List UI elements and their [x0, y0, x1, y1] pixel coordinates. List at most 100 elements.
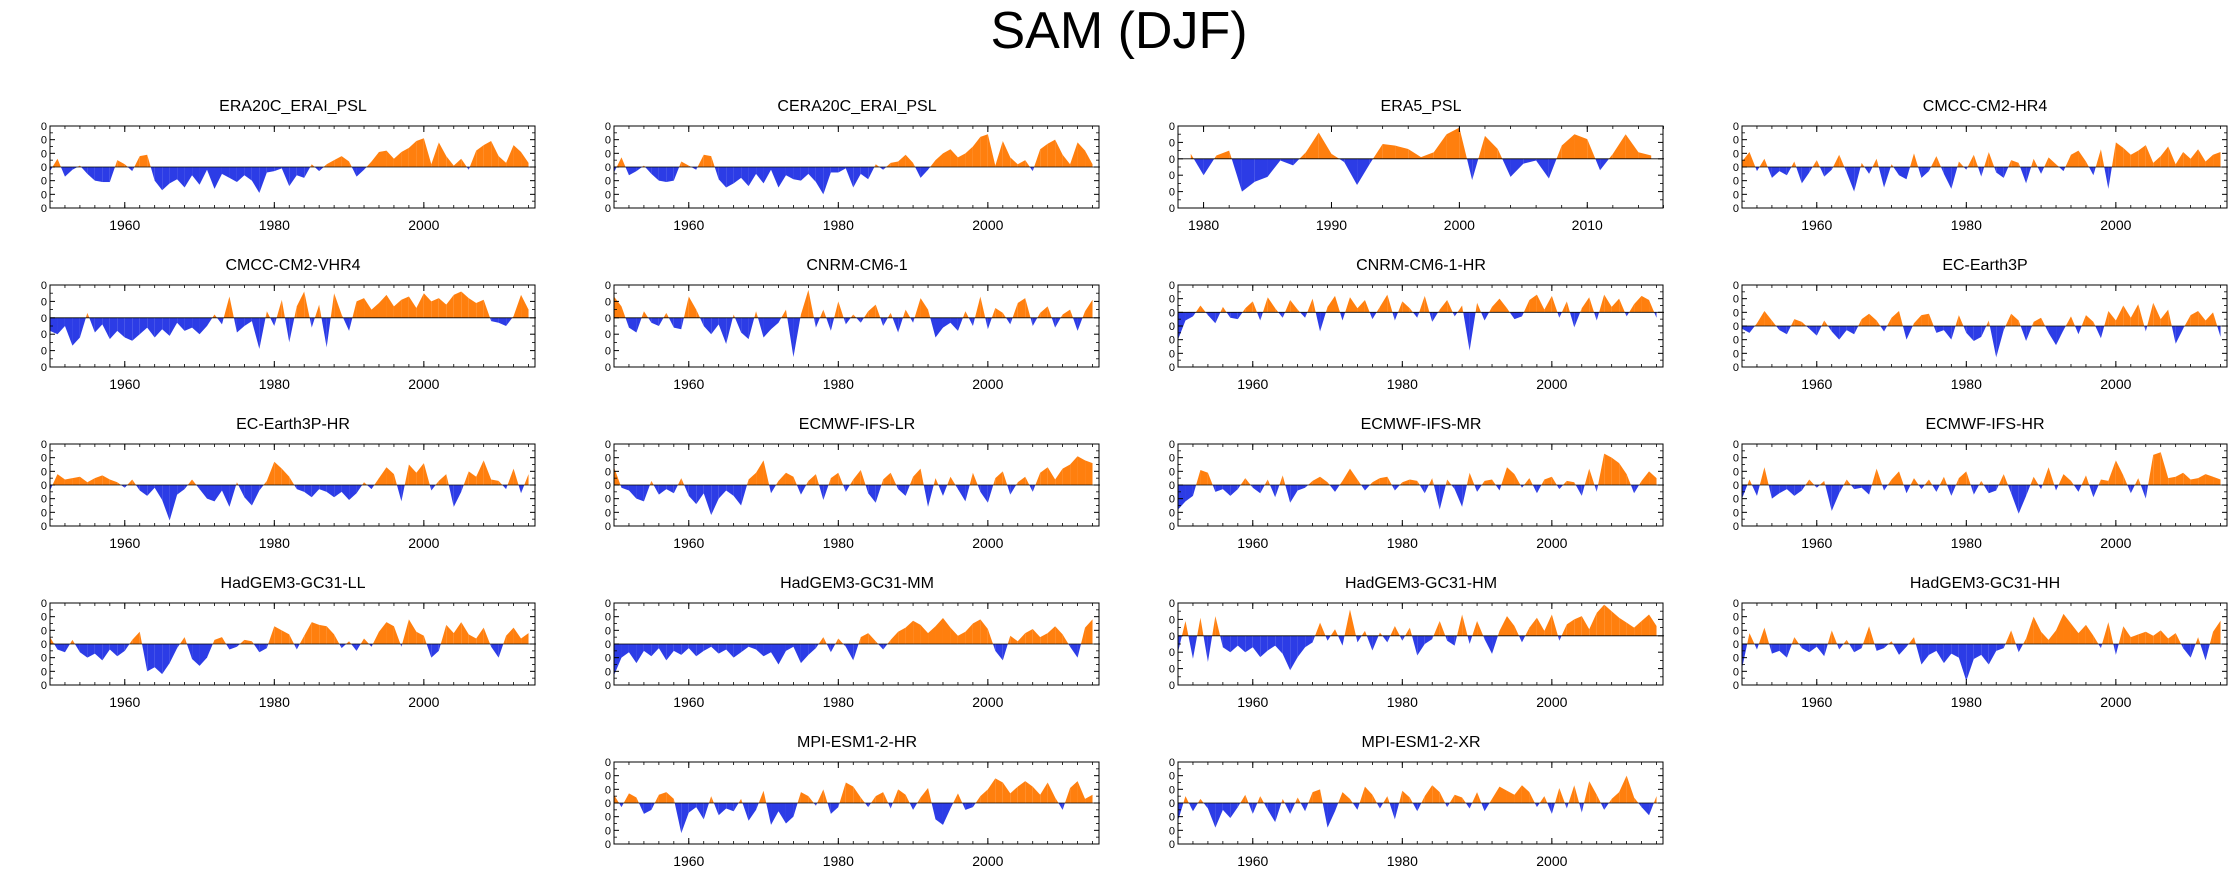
panel-14: HadGEM3-GC31-HM2.01.00.0-1.0-2.0-3.01960…: [1168, 575, 1664, 710]
y-tick-label: 2.0: [1732, 612, 1739, 624]
negative-area: [757, 317, 764, 338]
positive-area: [711, 156, 715, 167]
positive-area: [1574, 482, 1576, 485]
positive-area: [2205, 154, 2214, 167]
negative-area: [1906, 644, 1909, 647]
negative-area: [1248, 803, 1253, 814]
positive-area: [1320, 789, 1323, 803]
positive-area: [2213, 312, 2218, 326]
positive-area: [1339, 480, 1343, 485]
positive-area: [1596, 604, 1605, 636]
positive-area: [401, 296, 409, 318]
positive-area: [1641, 295, 1650, 313]
x-tick-label: 2000: [972, 376, 1003, 392]
negative-area: [2026, 485, 2031, 496]
positive-area: [187, 479, 193, 485]
positive-area: [1611, 611, 1620, 636]
y-tick-label: 2.0: [1732, 294, 1739, 306]
negative-area: [169, 167, 178, 184]
negative-area: [1447, 803, 1450, 808]
positive-area: [957, 793, 963, 803]
negative-area: [771, 803, 779, 825]
positive-area: [1439, 792, 1446, 803]
negative-area: [1837, 644, 1840, 650]
negative-area: [815, 803, 818, 806]
negative-area: [1188, 803, 1193, 812]
x-tick-label: 2000: [408, 535, 439, 551]
negative-area: [1981, 167, 1985, 177]
positive-area: [781, 309, 786, 318]
positive-area: [1827, 630, 1832, 644]
positive-area: [614, 296, 622, 318]
negative-area: [1915, 644, 1922, 665]
positive-area: [1357, 300, 1365, 313]
positive-area: [311, 164, 315, 167]
positive-area: [980, 296, 986, 318]
negative-area: [233, 317, 237, 333]
negative-area: [826, 644, 831, 653]
positive-area: [845, 782, 854, 803]
negative-area: [718, 485, 727, 499]
y-tick-label: -1.0: [1732, 335, 1739, 347]
positive-area: [1077, 781, 1086, 803]
negative-area: [356, 167, 365, 177]
negative-area: [244, 317, 252, 326]
y-tick-label: -3.0: [1168, 348, 1175, 360]
negative-area: [1604, 803, 1609, 810]
positive-area: [2081, 475, 2086, 485]
positive-area: [969, 472, 973, 485]
positive-area: [1017, 476, 1026, 485]
positive-area: [1062, 154, 1071, 167]
y-tick-label: 0.0: [1168, 154, 1175, 166]
positive-area: [2005, 630, 2012, 644]
negative-area: [79, 317, 86, 338]
negative-area: [304, 167, 311, 178]
positive-area: [1012, 303, 1018, 318]
positive-area: [1017, 633, 1026, 644]
negative-area: [621, 803, 624, 808]
positive-area: [265, 311, 267, 318]
positive-area: [1390, 625, 1395, 636]
negative-area: [771, 317, 779, 330]
negative-area: [2100, 644, 2103, 649]
negative-area: [778, 317, 782, 323]
positive-area: [2065, 154, 2071, 167]
negative-area: [221, 485, 230, 507]
positive-area: [965, 146, 973, 167]
negative-area: [1799, 644, 1802, 649]
x-tick-label: 1980: [259, 535, 290, 551]
negative-area: [1928, 644, 1937, 655]
positive-area: [1335, 629, 1339, 636]
negative-area: [1411, 635, 1418, 656]
negative-area: [962, 803, 966, 810]
positive-area: [1580, 308, 1582, 313]
negative-area: [1559, 635, 1562, 641]
positive-area: [2070, 623, 2079, 644]
negative-area: [1357, 803, 1360, 810]
negative-area: [1222, 803, 1231, 819]
positive-area: [2198, 474, 2206, 485]
negative-area: [1392, 312, 1395, 321]
x-tick-label: 1980: [259, 376, 290, 392]
y-tick-label: -2.0: [604, 666, 611, 678]
negative-area: [856, 317, 861, 323]
negative-area: [741, 644, 749, 653]
y-tick-label: -1.0: [1168, 321, 1175, 333]
positive-area: [1260, 796, 1264, 803]
positive-area: [1408, 148, 1421, 159]
positive-area: [2115, 460, 2124, 485]
negative-area: [1551, 803, 1555, 814]
positive-area: [942, 149, 951, 167]
positive-area: [1747, 479, 1750, 485]
x-tick-label: 1960: [1237, 535, 1268, 551]
positive-area: [1986, 320, 1989, 326]
positive-area: [314, 304, 320, 318]
positive-area: [268, 626, 275, 644]
negative-area: [785, 167, 794, 180]
positive-area: [1943, 476, 1948, 485]
positive-area: [1514, 625, 1519, 636]
y-tick-label: -1.0: [40, 494, 47, 506]
negative-area: [1327, 803, 1336, 828]
negative-area: [2063, 326, 2066, 331]
negative-area: [184, 167, 193, 188]
